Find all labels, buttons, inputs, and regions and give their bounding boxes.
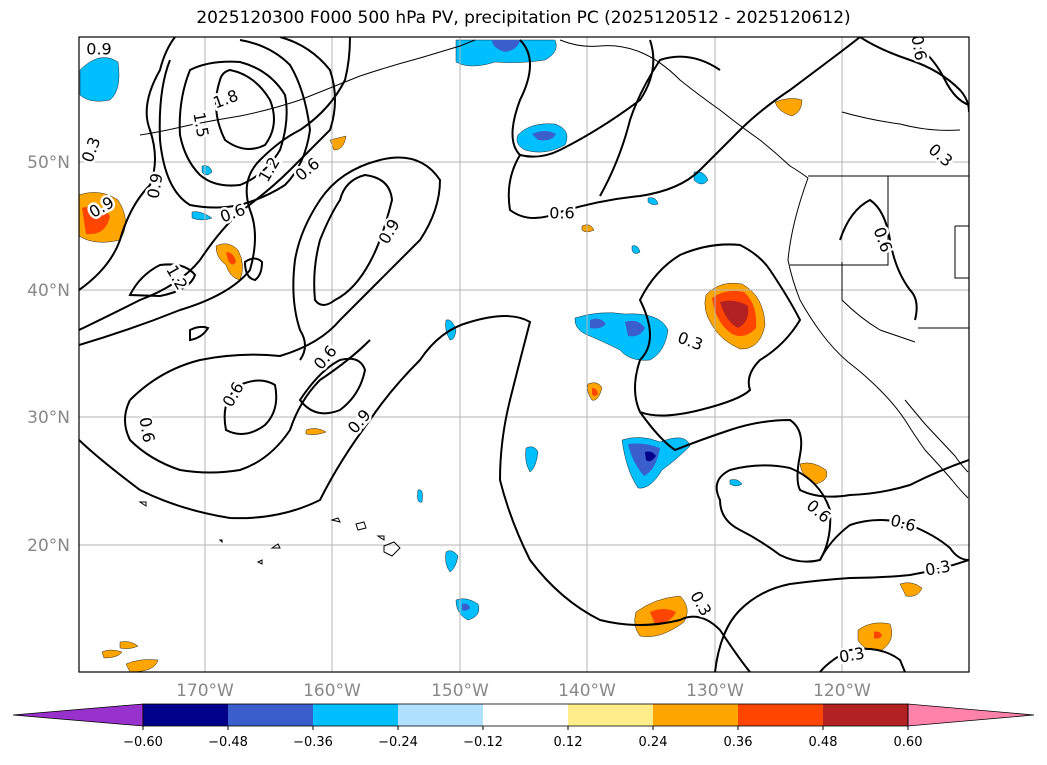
colorbar-segment bbox=[568, 704, 653, 726]
colorbar-segment bbox=[653, 704, 738, 726]
colorbar-tick-label: 0.12 bbox=[554, 735, 583, 750]
colorbar-segment bbox=[313, 704, 398, 726]
colorbar-outline bbox=[142, 703, 909, 727]
colorbar-tick-label: −0.12 bbox=[463, 735, 503, 750]
lon-label: 150°W bbox=[431, 681, 489, 701]
colorbar-tick-label: −0.36 bbox=[293, 735, 333, 750]
colorbar-segment bbox=[143, 704, 228, 726]
lon-label: 140°W bbox=[558, 681, 616, 701]
map-frame bbox=[78, 36, 970, 673]
contour-label: 0.6 bbox=[549, 204, 574, 223]
lat-label: 20°N bbox=[27, 536, 70, 556]
lon-label: 160°W bbox=[303, 681, 361, 701]
lon-label: 130°W bbox=[686, 681, 744, 701]
latitude-labels: 50°N 40°N 30°N 20°N bbox=[27, 153, 70, 556]
lat-label: 30°N bbox=[27, 408, 70, 428]
lat-label: 50°N bbox=[27, 153, 70, 173]
colorbar-tick-label: 0.36 bbox=[724, 735, 753, 750]
colorbar-segment bbox=[738, 704, 823, 726]
colorbar-tick-label: 0.48 bbox=[809, 735, 838, 750]
colorbar: −0.60 −0.48 −0.36 −0.24 −0.12 0.12 0.24 0.36 0.4… bbox=[12, 703, 1035, 750]
precipitation-shading bbox=[79, 39, 923, 672]
colorbar-extend-high bbox=[907, 703, 1035, 727]
colorbar-extend-low bbox=[12, 703, 144, 727]
lon-label: 120°W bbox=[813, 681, 871, 701]
colorbar-tick-label: 0.24 bbox=[639, 735, 668, 750]
colorbar-tick-label: 0.60 bbox=[894, 735, 923, 750]
colorbar-tick-label: −0.24 bbox=[378, 735, 418, 750]
coastlines bbox=[138, 39, 969, 565]
longitude-labels: 170°W 160°W 150°W 140°W 130°W 120°W bbox=[176, 681, 871, 701]
colorbar-segment bbox=[483, 704, 568, 726]
colorbar-segment bbox=[228, 704, 313, 726]
colorbar-segment bbox=[823, 704, 908, 726]
colorbar-segment bbox=[398, 704, 483, 726]
lat-label: 40°N bbox=[27, 281, 70, 301]
chart-title: 2025120300 F000 500 hPa PV, precipitatio… bbox=[196, 8, 851, 28]
contour-label: 0.9 bbox=[86, 40, 111, 59]
lon-label: 170°W bbox=[176, 681, 234, 701]
pv-contours bbox=[79, 37, 969, 672]
colorbar-tick-label: −0.48 bbox=[208, 735, 248, 750]
colorbar-tick-label: −0.60 bbox=[123, 735, 163, 750]
